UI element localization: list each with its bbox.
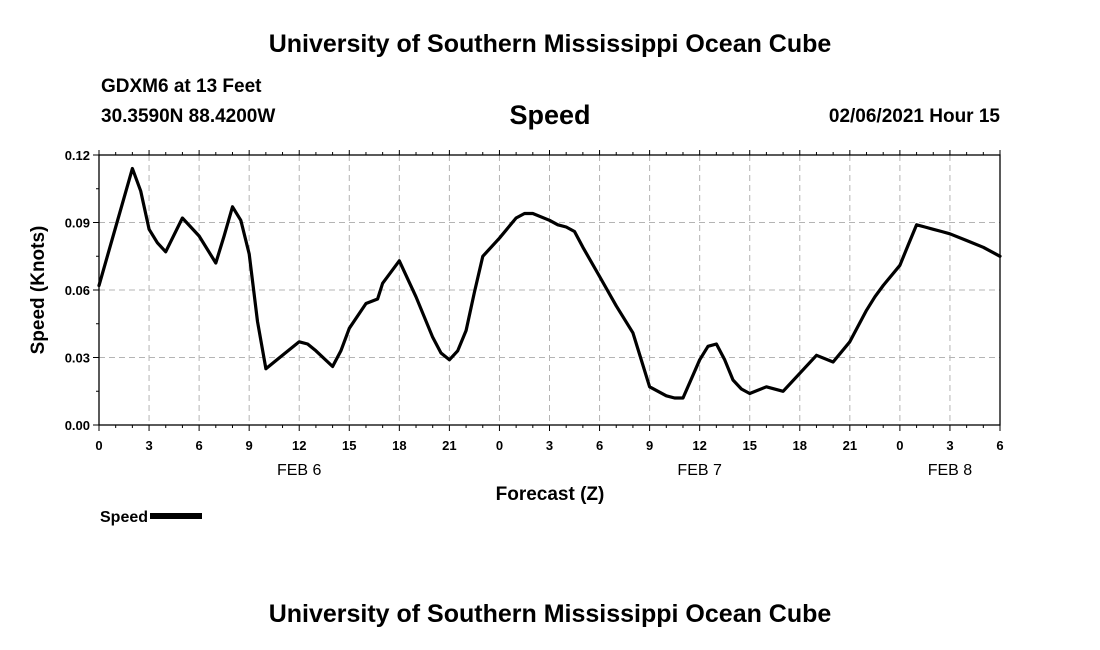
x-tick-label: 12 — [292, 438, 306, 453]
variable-title: Speed — [509, 100, 591, 130]
date-label: FEB 6 — [277, 462, 322, 479]
x-tick-label: 21 — [442, 438, 456, 453]
y-tick-label: 0.03 — [65, 351, 90, 366]
x-tick-label: 0 — [896, 438, 903, 453]
x-tick-label: 18 — [392, 438, 406, 453]
chart-header-title: University of Southern Mississippi Ocean… — [268, 30, 832, 58]
x-tick-label: 9 — [646, 438, 653, 453]
x-tick-label: 3 — [145, 438, 152, 453]
x-tick-label: 21 — [843, 438, 857, 453]
x-tick-label: 3 — [946, 438, 953, 453]
date-label: FEB 8 — [928, 462, 973, 479]
x-tick-label: 0 — [496, 438, 503, 453]
speed-series-line — [97, 166, 1002, 400]
x-tick-label: 18 — [793, 438, 807, 453]
x-tick-label: 15 — [342, 438, 356, 453]
y-tick-label: 0.00 — [65, 418, 90, 433]
station-label: GDXM6 at 13 Feet — [101, 76, 262, 97]
x-tick-label: 12 — [692, 438, 706, 453]
forecast-datetime: 02/06/2021 Hour 15 — [828, 106, 1000, 127]
x-tick-label: 0 — [95, 438, 102, 453]
x-tick-label: 3 — [546, 438, 553, 453]
coordinates-label: 30.3590N 88.4200W — [101, 106, 276, 127]
x-tick-label: 15 — [742, 438, 756, 453]
y-axis-title: Speed (Knots) — [28, 226, 49, 355]
x-tick-label: 6 — [195, 438, 202, 453]
legend-label: Speed — [100, 509, 149, 526]
date-label: FEB 7 — [677, 462, 722, 479]
y-tick-label: 0.09 — [65, 216, 90, 231]
x-tick-label: 6 — [996, 438, 1003, 453]
axis-ticks — [93, 150, 1001, 431]
legend-swatch — [150, 513, 203, 520]
grid-lines — [99, 155, 1000, 425]
x-tick-label: 9 — [246, 438, 253, 453]
chart-footer-title: University of Southern Mississippi Ocean… — [268, 600, 832, 628]
legend: Speed — [100, 509, 203, 527]
x-axis-title: Forecast (Z) — [496, 484, 605, 505]
y-tick-label: 0.06 — [65, 283, 90, 298]
y-tick-label: 0.12 — [65, 148, 90, 163]
x-tick-label: 6 — [596, 438, 603, 453]
axis-labels: 0.00 0.03 0.06 0.09 0.12 0 3 6 9 12 15 18 21 0 3 6 9 12 15… — [28, 148, 1004, 505]
